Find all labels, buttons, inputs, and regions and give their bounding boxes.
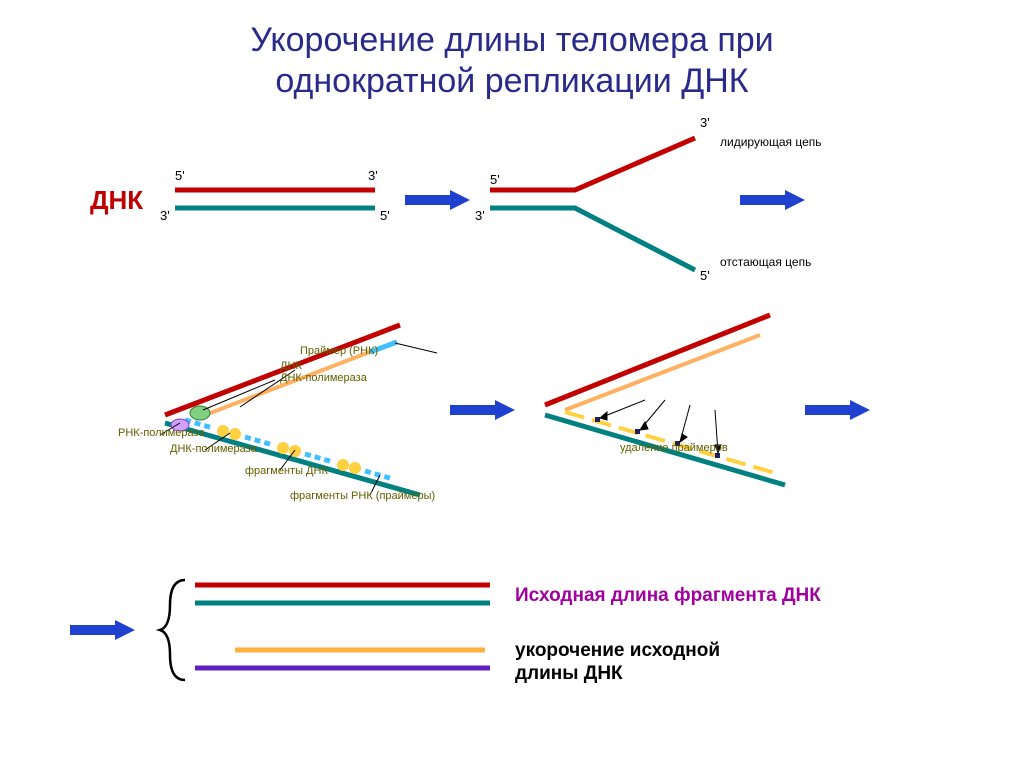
dna-fragments-label: фрагменты ДНК — [245, 465, 328, 477]
result-label-1: Исходная длина фрагмента ДНК — [515, 585, 821, 607]
arrow-4 — [805, 398, 875, 428]
rna-polymerase-label: РНК-полимераза — [118, 427, 205, 439]
leading-strand — [490, 138, 695, 190]
arrow-3 — [450, 398, 520, 428]
leading-new-2 — [565, 335, 760, 410]
end-5-bot-right: 5' — [380, 208, 390, 223]
lagging-strand — [490, 208, 695, 270]
fork-3-lead: 3' — [700, 115, 710, 130]
diagram-title: Укорочение длины теломера при однократно… — [0, 20, 1024, 102]
leading-label: лидирующая цепь — [720, 135, 822, 149]
panel-fork — [490, 130, 720, 300]
dna-small-label: ДНК — [280, 360, 302, 372]
end-3-top-right: 3' — [368, 168, 378, 183]
end-3-bot-left: 3' — [160, 208, 170, 223]
primer-rna-label: Праймер (РНК) — [300, 345, 378, 357]
fork-3-bot: 3' — [475, 208, 485, 223]
primer-removal-label: удаление праймеров — [620, 442, 728, 454]
dna-label: ДНК — [90, 185, 143, 216]
title-line2: однократной репликации ДНК — [275, 62, 748, 100]
result-strands — [195, 580, 505, 680]
fork-5-lag: 5' — [700, 268, 710, 283]
arrow-5 — [70, 618, 140, 648]
arrow-1 — [405, 188, 475, 218]
result-label-2: укорочение исходной длины ДНК — [515, 640, 720, 686]
title-line1: Укорочение длины теломера при — [250, 21, 773, 59]
rna-fragments-label: фрагменты РНК (праймеры) — [290, 490, 435, 502]
dna-polymerase-label: ДНК-полимераза — [280, 372, 367, 384]
panel-dsdna — [175, 185, 385, 225]
arrow-2 — [740, 188, 810, 218]
fork-5-top: 5' — [490, 172, 500, 187]
dna-polymerase-label2: ДНК-полимераза — [170, 443, 257, 455]
lagging-label: отстающая цепь — [720, 255, 811, 269]
end-5-top-left: 5' — [175, 168, 185, 183]
panel-primer-removal — [535, 310, 805, 500]
leading-template-2 — [545, 315, 770, 405]
result-bracket — [155, 575, 195, 685]
